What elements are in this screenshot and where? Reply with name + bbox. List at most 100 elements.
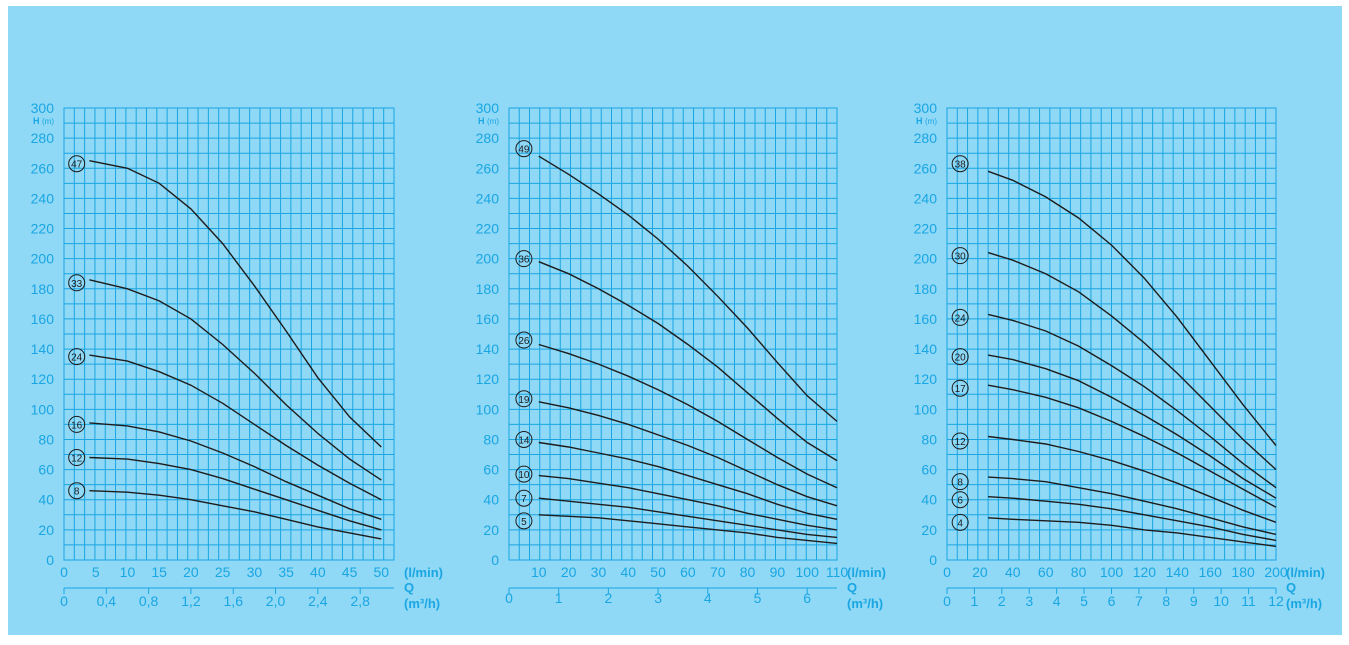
y-tick-label: 120 bbox=[31, 371, 55, 387]
y-tick-label: 0 bbox=[929, 552, 937, 568]
y-tick-label: 220 bbox=[914, 221, 938, 237]
x-tick-label-lmin: 0 bbox=[60, 564, 68, 580]
stage-badge bbox=[68, 155, 86, 173]
x-tick-label-m3h: 2,8 bbox=[350, 593, 370, 609]
pump-curve-12 bbox=[988, 435, 1277, 523]
pump-chart-2: 0204060801001201401601802002202402602803… bbox=[476, 100, 886, 611]
x-axis-unit-lmin: (l/min) bbox=[847, 565, 886, 580]
x-tick-label-lmin: 60 bbox=[680, 564, 696, 580]
stage-badge bbox=[515, 512, 533, 530]
stage-label-16: 16 bbox=[71, 420, 83, 431]
y-tick-label: 20 bbox=[483, 522, 499, 538]
y-axis-unit: (m) bbox=[925, 117, 937, 126]
x-tick-label-m3h: 7 bbox=[1135, 593, 1143, 609]
x-tick-label-lmin: 50 bbox=[650, 564, 666, 580]
x-tick-label-m3h: 2 bbox=[604, 590, 612, 606]
y-tick-label: 300 bbox=[31, 100, 55, 116]
stage-label-7: 7 bbox=[521, 494, 527, 505]
y-tick-label: 240 bbox=[914, 190, 938, 206]
x-tick-label-lmin: 40 bbox=[310, 564, 326, 580]
y-tick-label: 60 bbox=[38, 462, 54, 478]
y-axis-label: H bbox=[916, 116, 923, 126]
y-tick-label: 300 bbox=[914, 100, 938, 116]
x-tick-label-m3h: 4 bbox=[1053, 593, 1061, 609]
x-tick-label-lmin: 110 bbox=[826, 564, 849, 580]
y-tick-label: 80 bbox=[38, 431, 54, 447]
x-tick-label-lmin: 20 bbox=[972, 564, 988, 580]
y-tick-label: 200 bbox=[31, 251, 55, 267]
x-tick-label-lmin: 90 bbox=[770, 564, 786, 580]
stage-badge bbox=[515, 489, 533, 507]
stage-badge bbox=[515, 250, 533, 268]
x-axis-unit-lmin: (l/min) bbox=[404, 565, 443, 580]
y-tick-label: 300 bbox=[476, 100, 500, 116]
x-tick-label-lmin: 30 bbox=[591, 564, 607, 580]
y-tick-label: 40 bbox=[921, 492, 937, 508]
x-tick-label-lmin: 10 bbox=[531, 564, 547, 580]
y-tick-label: 200 bbox=[914, 251, 938, 267]
y-axis-unit: (m) bbox=[487, 117, 499, 126]
plot-frame bbox=[508, 107, 838, 561]
stage-badge bbox=[951, 513, 969, 531]
stage-label-8: 8 bbox=[74, 487, 80, 498]
y-tick-label: 20 bbox=[921, 522, 937, 538]
x-tick-label-lmin: 50 bbox=[374, 564, 390, 580]
stage-label-33: 33 bbox=[71, 279, 83, 290]
y-tick-label: 120 bbox=[914, 371, 938, 387]
y-tick-label: 0 bbox=[46, 552, 54, 568]
stage-label-36: 36 bbox=[518, 255, 530, 266]
y-tick-label: 240 bbox=[476, 190, 500, 206]
x-tick-label-m3h: 5 bbox=[754, 590, 762, 606]
stage-badge bbox=[68, 415, 86, 433]
pump-curve-17 bbox=[987, 384, 1277, 508]
x-tick-label-m3h: 10 bbox=[1213, 593, 1229, 609]
stage-badge bbox=[951, 247, 969, 265]
pump-curve-8 bbox=[89, 490, 382, 540]
x-tick-label-lmin: 35 bbox=[278, 564, 294, 580]
y-tick-label: 120 bbox=[476, 371, 500, 387]
pump-curve-24 bbox=[987, 313, 1277, 489]
x-tick-label-lmin: 80 bbox=[1071, 564, 1087, 580]
y-tick-label: 240 bbox=[31, 190, 55, 206]
y-axis-label: H bbox=[33, 116, 40, 126]
y-tick-label: 40 bbox=[38, 492, 54, 508]
stage-badge bbox=[951, 491, 969, 509]
x-tick-label-lmin: 100 bbox=[796, 564, 820, 580]
y-tick-label: 100 bbox=[914, 401, 938, 417]
x-tick-label-m3h: 8 bbox=[1162, 593, 1170, 609]
pump-chart-3: 0204060801001201401601802002202402602803… bbox=[914, 100, 1325, 611]
stage-label-24: 24 bbox=[955, 313, 967, 324]
y-tick-label: 220 bbox=[476, 221, 500, 237]
stage-label-20: 20 bbox=[955, 353, 967, 364]
pump-curve-38 bbox=[987, 170, 1277, 446]
y-tick-label: 280 bbox=[914, 130, 938, 146]
x-tick-label-m3h: 2,0 bbox=[266, 593, 286, 609]
pump-curve-8 bbox=[988, 476, 1277, 536]
pump-curve-20 bbox=[987, 354, 1277, 499]
pump-curve-12 bbox=[89, 456, 382, 531]
x-axis-unit-m3h: (m³/h) bbox=[1286, 596, 1322, 611]
stage-badge bbox=[68, 449, 86, 467]
x-tick-label-lmin: 160 bbox=[1199, 564, 1223, 580]
y-tick-label: 200 bbox=[476, 251, 500, 267]
y-tick-label: 80 bbox=[921, 431, 937, 447]
x-axis-unit-m3h: (m³/h) bbox=[847, 596, 883, 611]
x-axis-label: Q bbox=[847, 580, 857, 595]
stage-badge bbox=[951, 155, 969, 173]
pump-curve-4 bbox=[988, 517, 1277, 548]
stage-label-30: 30 bbox=[955, 252, 967, 263]
plot-frame bbox=[946, 107, 1277, 561]
x-tick-label-m3h: 0,4 bbox=[97, 593, 117, 609]
x-tick-label-lmin: 70 bbox=[710, 564, 726, 580]
y-tick-label: 100 bbox=[31, 401, 55, 417]
stage-badge bbox=[68, 274, 86, 292]
grid-vertical bbox=[63, 108, 395, 560]
y-tick-label: 280 bbox=[476, 130, 500, 146]
y-tick-label: 60 bbox=[921, 462, 937, 478]
x-tick-label-lmin: 80 bbox=[740, 564, 756, 580]
y-tick-label: 280 bbox=[31, 130, 55, 146]
y-tick-label: 160 bbox=[31, 311, 55, 327]
pump-curve-30 bbox=[987, 251, 1277, 471]
y-tick-label: 140 bbox=[914, 341, 938, 357]
pump-curve-14 bbox=[538, 441, 838, 520]
